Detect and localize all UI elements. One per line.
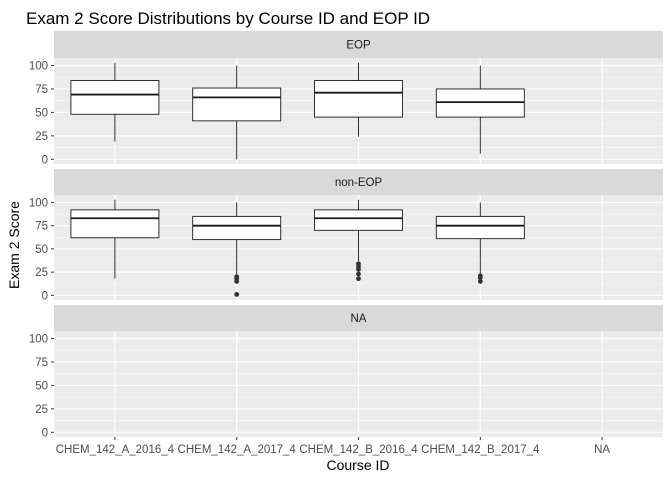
x-tick-label: CHEM_142_A_2017_4 [178, 444, 297, 456]
y-axis-title: Exam 2 Score [6, 201, 22, 289]
y-tick-label: 75 [35, 221, 48, 233]
y-tick-label: 100 [29, 61, 48, 73]
box-iqr [192, 215, 282, 241]
y-tick-label: 0 [42, 290, 48, 302]
y-tick-label: 0 [42, 427, 48, 439]
y-tick-label: 75 [35, 357, 48, 369]
box-iqr [70, 80, 160, 115]
y-tick-label: 0 [42, 154, 48, 166]
chart-title: Exam 2 Score Distributions by Course ID … [26, 9, 430, 28]
x-tick-label: CHEM_142_B_2017_4 [421, 444, 540, 456]
facet-2: non-EOP 0 25 50 75 100 [29, 169, 663, 302]
box-iqr [314, 80, 403, 118]
facet-strip-label: non-EOP [335, 177, 383, 189]
box-CHEM_142_A_2017_4 [192, 202, 282, 297]
x-tick-label: CHEM_142_A_2016_4 [56, 444, 175, 456]
y-tick-label: 100 [29, 334, 48, 346]
facet-strip [54, 31, 663, 58]
y-tick-label: 25 [35, 404, 48, 416]
outlier-point [477, 275, 483, 281]
y-tick-label: 50 [35, 380, 48, 392]
facet-3: NA 0 25 50 75 100 [29, 305, 663, 439]
x-tick-label: CHEM_142_B_2016_4 [299, 444, 418, 456]
y-tick-label: 50 [35, 107, 48, 119]
facet-panels: EOP 0 25 50 75 100 non-EOP 0 25 50 75 100 NA 0 25 50 75 1… [29, 31, 663, 439]
y-tick-label: 75 [35, 84, 48, 96]
box-iqr [192, 87, 282, 122]
box-iqr [70, 209, 160, 239]
y-tick-label: 100 [29, 197, 48, 209]
box-CHEM_142_B_2017_4 [435, 202, 525, 284]
outlier-point [356, 276, 361, 282]
box-CHEM_142_B_2017_4 [435, 65, 525, 154]
y-tick-label: 25 [35, 267, 48, 279]
box-iqr [435, 88, 525, 118]
x-axis-title: Course ID [326, 457, 389, 473]
y-tick-label: 50 [35, 244, 48, 256]
facet-strip-label: NA [351, 313, 367, 325]
x-axis-ticks: CHEM_142_A_2016_4 CHEM_142_A_2017_4 CHEM_1… [56, 437, 610, 456]
facet-strip-label: EOP [346, 40, 371, 52]
box-iqr [314, 209, 403, 231]
facet-strip [54, 305, 663, 331]
outlier-point [356, 271, 361, 277]
facet-strip [54, 169, 663, 195]
box-CHEM_142_A_2016_4 [70, 62, 160, 142]
box-CHEM_142_B_2016_4 [314, 199, 403, 282]
outlier-point [234, 279, 240, 284]
facet-1: EOP 0 25 50 75 100 [29, 31, 663, 166]
outlier-point [477, 279, 483, 284]
y-tick-label: 25 [35, 131, 48, 143]
x-tick-label: NA [594, 444, 610, 456]
box-iqr [435, 215, 525, 240]
outlier-point [356, 266, 361, 272]
box-CHEM_142_B_2016_4 [314, 62, 403, 137]
box-CHEM_142_A_2017_4 [192, 65, 282, 160]
outlier-point [234, 292, 240, 297]
box-CHEM_142_A_2016_4 [70, 199, 160, 279]
